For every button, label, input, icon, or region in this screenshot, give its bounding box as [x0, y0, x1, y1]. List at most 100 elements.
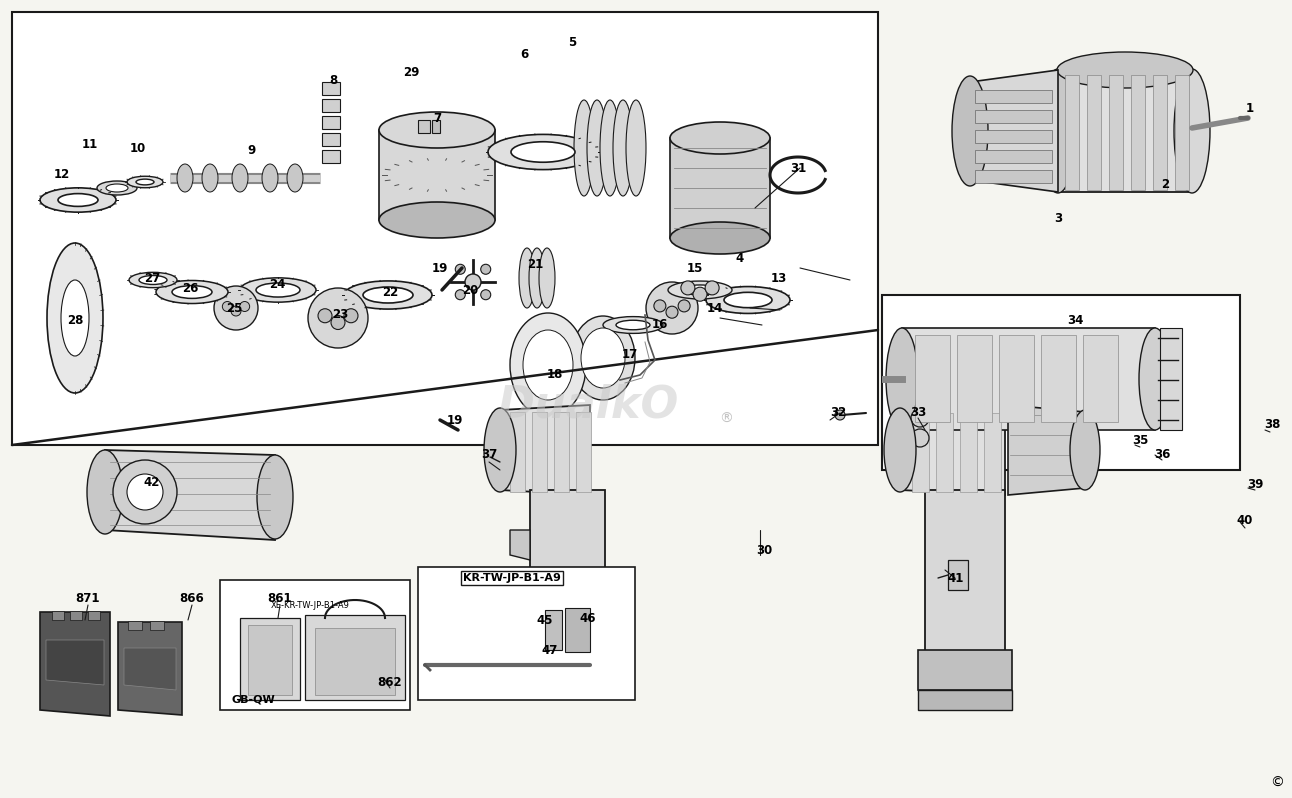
Text: 3: 3: [1054, 211, 1062, 224]
Polygon shape: [554, 412, 568, 492]
Polygon shape: [919, 650, 1012, 690]
Circle shape: [681, 281, 695, 295]
Polygon shape: [912, 413, 929, 492]
Polygon shape: [522, 650, 612, 690]
Polygon shape: [510, 412, 525, 492]
Ellipse shape: [627, 100, 646, 196]
Text: 28: 28: [67, 314, 83, 326]
Ellipse shape: [682, 285, 718, 295]
Ellipse shape: [233, 164, 248, 192]
Text: 22: 22: [382, 286, 398, 298]
Polygon shape: [1152, 75, 1167, 190]
Text: 11: 11: [81, 139, 98, 152]
Ellipse shape: [884, 408, 916, 492]
Ellipse shape: [47, 243, 103, 393]
Text: 15: 15: [687, 262, 703, 275]
Circle shape: [307, 288, 368, 348]
Circle shape: [127, 474, 163, 510]
Polygon shape: [52, 611, 65, 620]
Polygon shape: [240, 618, 300, 700]
Ellipse shape: [61, 280, 89, 356]
Polygon shape: [1087, 75, 1101, 190]
Text: 33: 33: [910, 405, 926, 418]
Text: 866: 866: [180, 591, 204, 605]
Circle shape: [112, 460, 177, 524]
Text: 21: 21: [527, 259, 543, 271]
Text: ©: ©: [1270, 776, 1284, 790]
Circle shape: [331, 315, 345, 330]
Circle shape: [222, 302, 233, 311]
Polygon shape: [545, 610, 562, 650]
Circle shape: [481, 290, 491, 300]
Bar: [882, 295, 1240, 470]
Polygon shape: [105, 450, 275, 540]
Polygon shape: [1041, 335, 1076, 422]
Polygon shape: [1065, 75, 1079, 190]
Text: 14: 14: [707, 302, 724, 314]
Text: GB-QW: GB-QW: [231, 695, 275, 705]
Text: 37: 37: [481, 448, 497, 461]
Ellipse shape: [671, 222, 770, 254]
Text: 29: 29: [403, 65, 419, 78]
Bar: [12, 12, 879, 445]
Polygon shape: [925, 490, 1005, 660]
Ellipse shape: [40, 188, 116, 212]
Polygon shape: [40, 612, 110, 716]
Circle shape: [646, 282, 698, 334]
Ellipse shape: [379, 112, 495, 148]
Polygon shape: [322, 99, 340, 112]
Ellipse shape: [58, 194, 98, 207]
Ellipse shape: [603, 317, 663, 334]
Polygon shape: [1008, 405, 1085, 495]
Ellipse shape: [484, 408, 516, 492]
Circle shape: [678, 300, 690, 312]
Text: 16: 16: [651, 318, 668, 331]
Polygon shape: [1109, 75, 1123, 190]
Polygon shape: [957, 335, 992, 422]
Circle shape: [455, 264, 465, 275]
Text: 13: 13: [771, 271, 787, 285]
Ellipse shape: [705, 286, 789, 314]
Ellipse shape: [97, 181, 137, 195]
Text: 39: 39: [1247, 479, 1264, 492]
Ellipse shape: [523, 330, 572, 400]
Text: 26: 26: [182, 282, 198, 294]
Text: 34: 34: [1067, 314, 1083, 326]
Text: 19: 19: [447, 413, 464, 426]
Text: 8: 8: [329, 73, 337, 86]
Text: 47: 47: [541, 643, 558, 657]
Polygon shape: [532, 412, 547, 492]
Text: 19: 19: [432, 262, 448, 275]
Ellipse shape: [519, 248, 535, 308]
Polygon shape: [88, 611, 99, 620]
Text: 861: 861: [267, 591, 292, 605]
Text: 2: 2: [1162, 179, 1169, 192]
Text: 24: 24: [269, 279, 286, 291]
Ellipse shape: [528, 248, 545, 308]
Ellipse shape: [262, 164, 278, 192]
Polygon shape: [919, 690, 1012, 710]
Ellipse shape: [539, 248, 556, 308]
Polygon shape: [975, 150, 1052, 163]
Bar: [419, 567, 634, 700]
Ellipse shape: [156, 280, 227, 303]
Ellipse shape: [886, 328, 919, 430]
Ellipse shape: [510, 313, 587, 417]
Text: 7: 7: [433, 112, 441, 124]
Ellipse shape: [106, 184, 128, 192]
Polygon shape: [1160, 328, 1182, 430]
Circle shape: [911, 429, 929, 447]
Ellipse shape: [87, 450, 123, 534]
Circle shape: [835, 410, 845, 420]
Text: 36: 36: [1154, 448, 1171, 461]
Polygon shape: [576, 412, 590, 492]
Ellipse shape: [1140, 328, 1171, 430]
Polygon shape: [960, 413, 977, 492]
Ellipse shape: [127, 176, 163, 188]
Circle shape: [344, 309, 358, 322]
Polygon shape: [322, 82, 340, 95]
Text: 46: 46: [580, 611, 596, 625]
Ellipse shape: [240, 278, 317, 302]
Ellipse shape: [202, 164, 218, 192]
Ellipse shape: [1070, 410, 1099, 490]
